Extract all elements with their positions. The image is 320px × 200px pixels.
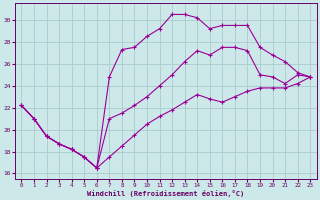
X-axis label: Windchill (Refroidissement éolien,°C): Windchill (Refroidissement éolien,°C) (87, 190, 244, 197)
